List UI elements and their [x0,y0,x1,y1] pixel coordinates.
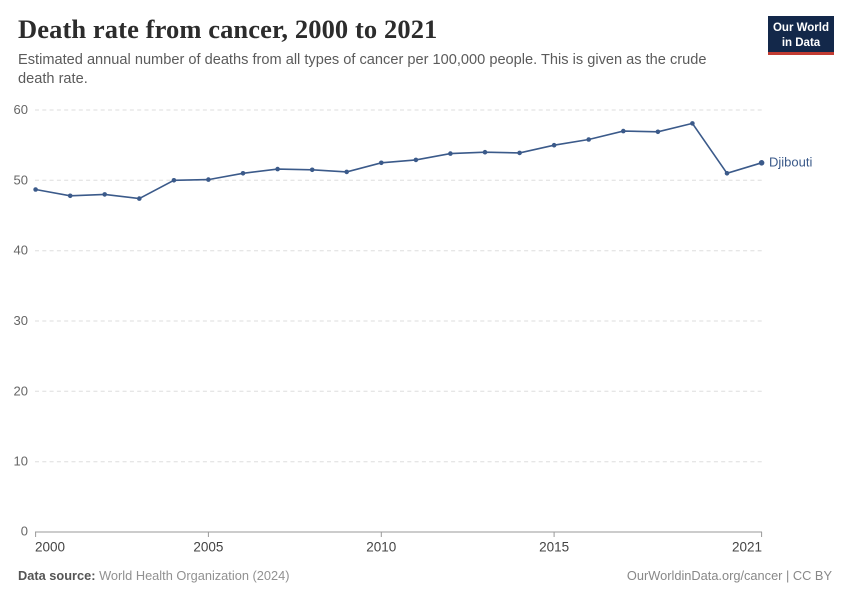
svg-text:2021: 2021 [732,540,762,555]
svg-text:2010: 2010 [366,540,396,555]
svg-text:30: 30 [14,313,28,328]
svg-text:60: 60 [14,102,28,117]
svg-text:50: 50 [14,172,28,187]
svg-text:0: 0 [21,524,28,539]
svg-text:40: 40 [14,243,28,258]
svg-text:Djibouti: Djibouti [769,155,812,170]
svg-text:10: 10 [14,454,28,469]
svg-text:2015: 2015 [539,540,569,555]
svg-text:2000: 2000 [35,540,65,555]
svg-text:2005: 2005 [193,540,223,555]
svg-text:20: 20 [14,383,28,398]
